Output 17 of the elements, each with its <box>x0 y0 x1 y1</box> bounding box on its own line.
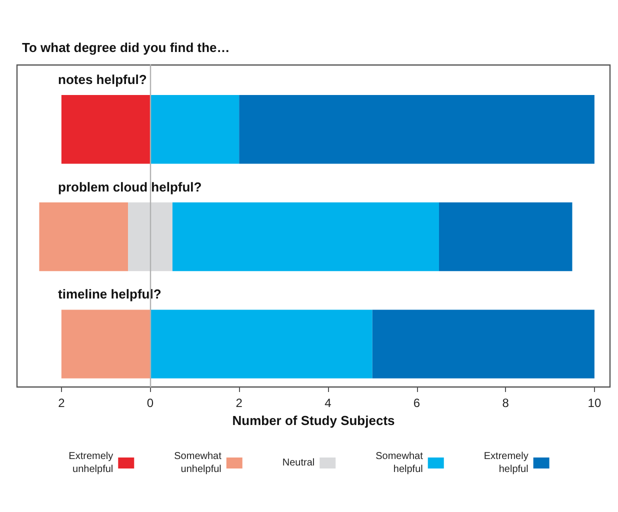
y-tick-label: notes helpful? <box>58 72 147 88</box>
legend-label: Somewhat helpful <box>376 451 424 475</box>
chart-title: To what degree did you find the… <box>22 40 230 55</box>
legend-label: Somewhat unhelpful <box>174 451 222 475</box>
x-tick-label: 6 <box>413 396 420 410</box>
x-tick-label: 0 <box>146 396 154 410</box>
legend-label: Extremely helpful <box>484 451 528 475</box>
x-tick-label: 10 <box>588 396 602 410</box>
x-tick-label: 2 <box>236 396 243 410</box>
y-tick-label: problem cloud helpful? <box>58 179 202 194</box>
x-tick-label: 8 <box>502 396 510 410</box>
legend-label: Extremely unhelpful <box>68 451 114 475</box>
y-tick-label: timeline helpful? <box>58 286 162 302</box>
legend-label: Neutral <box>282 458 315 468</box>
x-tick-label: 2 <box>58 396 66 410</box>
x-tick-label: 4 <box>324 396 332 410</box>
x-axis-title: Number of Study Subjects <box>232 412 395 428</box>
